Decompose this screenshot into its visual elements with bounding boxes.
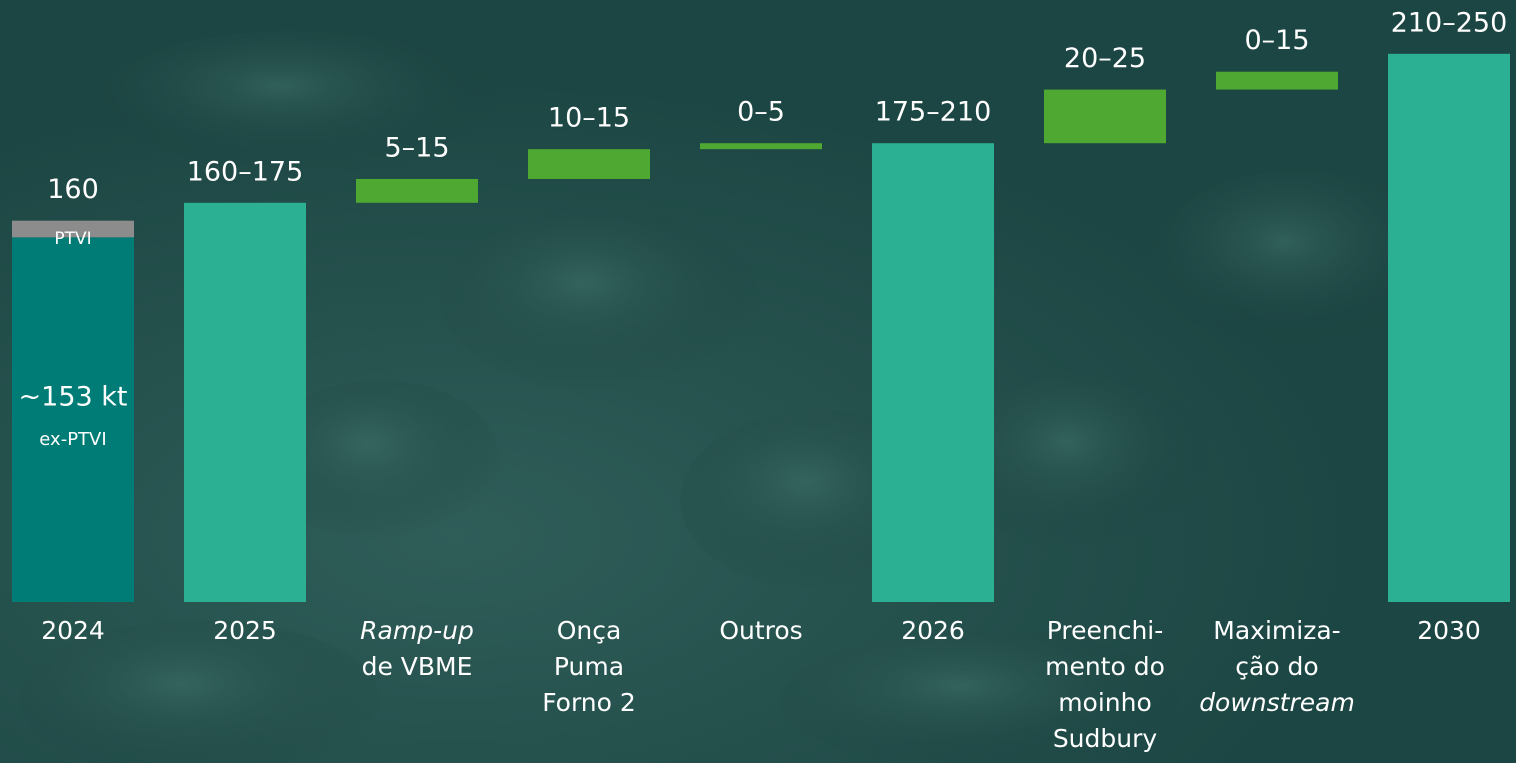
value-label: 5–15 — [384, 132, 449, 163]
value-label: 210–250 — [1391, 7, 1508, 38]
bar — [356, 178, 478, 203]
bar-segment — [12, 220, 134, 238]
value-label: 160–175 — [187, 156, 304, 187]
x-tick-label: Preenchi- — [1047, 616, 1164, 645]
value-label: 0–15 — [1244, 25, 1309, 56]
x-tick-label: Sudbury — [1053, 724, 1158, 753]
bar-segment — [12, 237, 134, 602]
x-tick-label: Maximiza- — [1213, 616, 1340, 645]
x-tick-label: Ramp-up — [360, 616, 474, 645]
x-tick-label: moinho — [1058, 688, 1152, 717]
x-tick-label: mento do — [1045, 652, 1165, 681]
bar — [184, 202, 306, 602]
x-tick-label: 2024 — [41, 616, 105, 645]
segment-label: ~153 kt — [19, 382, 128, 413]
x-tick-label: 2026 — [901, 616, 965, 645]
value-label: 20–25 — [1064, 43, 1146, 74]
x-tick-label: downstream — [1199, 688, 1355, 717]
x-tick-label: Outros — [719, 616, 802, 645]
value-label: 175–210 — [875, 97, 992, 128]
x-tick-label: Puma — [554, 652, 624, 681]
x-tick-label: Forno 2 — [542, 688, 636, 717]
x-tick-label: de VBME — [362, 652, 473, 681]
x-tick-label: ção do — [1235, 652, 1318, 681]
bar — [1044, 89, 1166, 144]
x-tick-label: Onça — [557, 616, 622, 645]
value-label: 160 — [47, 174, 99, 205]
segment-label: ex-PTVI — [39, 429, 106, 450]
bar — [1216, 71, 1338, 90]
bar — [528, 149, 650, 179]
segment-label: PTVI — [54, 229, 91, 249]
bar — [1388, 53, 1510, 603]
bar — [700, 143, 822, 150]
value-label: 0–5 — [737, 97, 785, 128]
value-label: 10–15 — [548, 103, 630, 134]
x-tick-label: 2025 — [213, 616, 277, 645]
bar — [872, 143, 994, 603]
x-tick-label: 2030 — [1417, 616, 1481, 645]
